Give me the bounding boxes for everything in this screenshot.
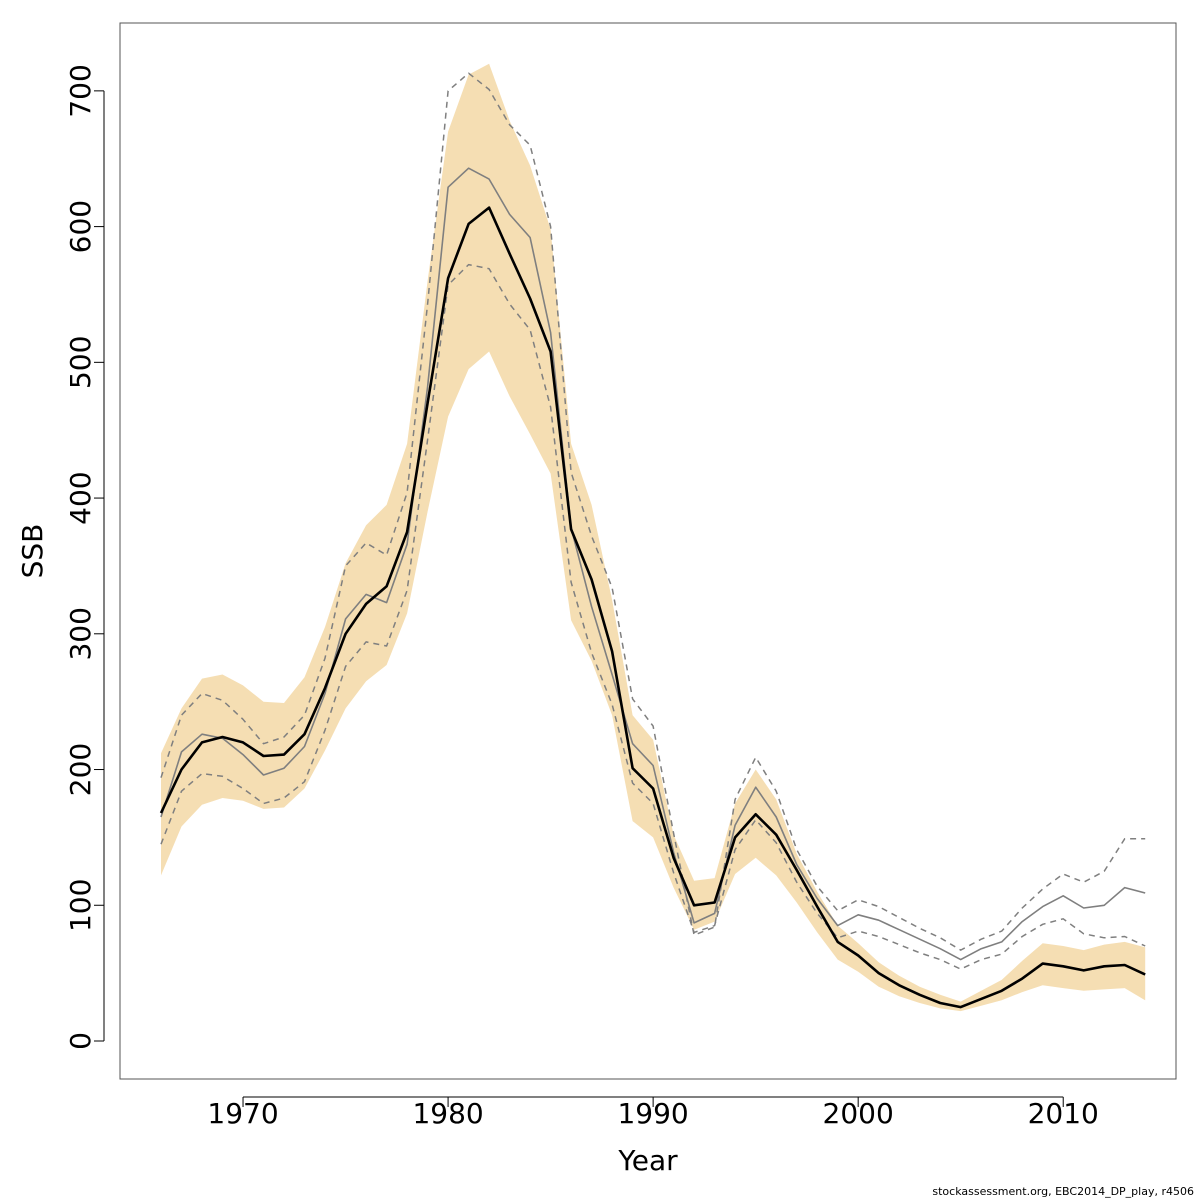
y-tick-label: 300 bbox=[64, 607, 97, 660]
x-tick-label: 2010 bbox=[1028, 1097, 1099, 1130]
alternative-line bbox=[160, 167, 1146, 961]
y-tick-label: 600 bbox=[64, 200, 97, 253]
x-tick-label: 1970 bbox=[207, 1097, 278, 1130]
y-tick-label: 0 bbox=[64, 1032, 97, 1050]
y-axis: 0 100 200 300 400 500 600 700 bbox=[64, 64, 105, 1050]
series-layer bbox=[159, 72, 1146, 1009]
estimate-line bbox=[159, 206, 1146, 1009]
confidence-band-layer bbox=[161, 63, 1146, 1012]
y-tick-label: 500 bbox=[64, 336, 97, 389]
y-tick-label: 700 bbox=[64, 64, 97, 117]
y-tick-label: 400 bbox=[64, 471, 97, 524]
plot-frame bbox=[119, 22, 1177, 1080]
confidence-band bbox=[161, 63, 1146, 1012]
x-tick-label: 1980 bbox=[412, 1097, 483, 1130]
footer-credit: stockassessment.org, EBC2014_DP_play, r4… bbox=[932, 1185, 1194, 1198]
y-axis-label: SSB bbox=[16, 524, 49, 579]
alternative-upper-line bbox=[160, 72, 1146, 951]
x-tick-label: 1990 bbox=[617, 1097, 688, 1130]
y-tick-label: 200 bbox=[64, 743, 97, 796]
y-tick-label: 100 bbox=[64, 879, 97, 932]
x-axis: 1970 1980 1990 2000 2010 bbox=[207, 1096, 1099, 1130]
alternative-lower-line bbox=[160, 263, 1146, 970]
x-axis-label: Year bbox=[617, 1144, 678, 1177]
x-tick-label: 2000 bbox=[823, 1097, 894, 1130]
